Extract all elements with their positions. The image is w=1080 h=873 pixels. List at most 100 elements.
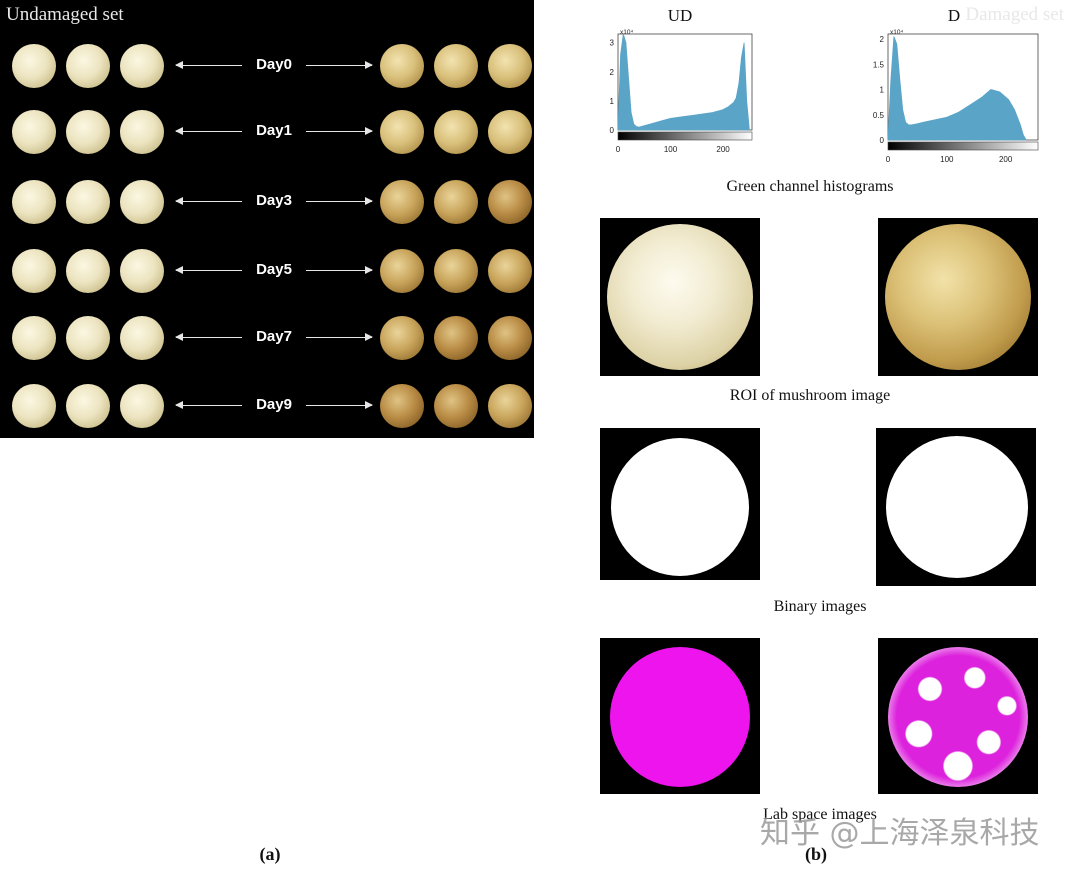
damaged-mushroom <box>434 180 478 224</box>
undamaged-mushroom <box>66 180 110 224</box>
damaged-mushroom <box>380 110 424 154</box>
y-tick-label: 0 <box>610 126 615 135</box>
y-tick-label: 2 <box>880 35 885 44</box>
grayscale-bar <box>887 141 1039 151</box>
left-arrow-icon <box>175 127 242 135</box>
right-arrow-icon <box>306 197 373 205</box>
damaged-mushroom <box>488 110 532 154</box>
y-tick-label: 1.5 <box>873 60 885 69</box>
undamaged-mushroom <box>66 384 110 428</box>
damaged-mushroom <box>380 44 424 88</box>
undamaged-lab-region <box>610 647 750 787</box>
left-arrow-icon <box>175 61 242 69</box>
histogram-d-title: D <box>947 6 961 25</box>
day-row: Day1 <box>0 102 534 162</box>
day-row: Day9 <box>0 376 534 436</box>
day-label: Day5 <box>256 261 292 278</box>
undamaged-mushroom <box>120 316 164 360</box>
undamaged-mushroom <box>120 110 164 154</box>
x-tick-label: 0 <box>616 145 621 154</box>
y-tick-label: 0 <box>880 136 885 145</box>
damaged-mushroom <box>380 316 424 360</box>
lab-undamaged-image <box>600 638 760 794</box>
y-exponent-label: x10⁴ <box>890 29 903 36</box>
histograms-caption: Green channel histograms <box>726 178 894 195</box>
y-tick-label: 1 <box>880 86 885 95</box>
undamaged-set-header: Undamaged set <box>6 4 124 25</box>
undamaged-mushroom <box>12 44 56 88</box>
undamaged-mushroom <box>12 316 56 360</box>
damaged-mushroom <box>380 249 424 293</box>
damaged-mushroom <box>488 44 532 88</box>
histogram-ud-title: UD <box>667 6 693 25</box>
day-label: Day0 <box>256 56 292 73</box>
x-tick-label: 100 <box>940 155 954 164</box>
left-arrow-icon <box>175 401 242 409</box>
damaged-mushroom-roi <box>885 224 1031 370</box>
day-label: Day9 <box>256 396 292 413</box>
day-row: Day0 <box>0 36 534 96</box>
panel-b-caption: (b) <box>805 844 827 864</box>
damaged-mushroom <box>434 384 478 428</box>
damaged-mushroom <box>434 110 478 154</box>
damaged-mushroom <box>380 384 424 428</box>
undamaged-mushroom <box>12 249 56 293</box>
y-exponent-label: x10⁴ <box>620 29 633 36</box>
damaged-mushroom <box>488 384 532 428</box>
roi-undamaged-image <box>600 218 760 376</box>
undamaged-mushroom <box>12 180 56 224</box>
y-tick-label: 1 <box>610 97 615 106</box>
x-tick-label: 100 <box>664 145 678 154</box>
undamaged-mushroom <box>12 384 56 428</box>
undamaged-mushroom <box>120 180 164 224</box>
roi-damaged-image <box>878 218 1038 376</box>
binary-damaged-image <box>876 428 1036 586</box>
damaged-mushroom <box>434 249 478 293</box>
grayscale-bar <box>617 131 753 141</box>
binary-caption: Binary images <box>773 598 867 615</box>
right-arrow-icon <box>306 127 373 135</box>
day-row: Day7 <box>0 308 534 368</box>
right-arrow-icon <box>306 333 373 341</box>
binary-undamaged-image <box>600 428 760 580</box>
lab-caption: Lab space images <box>763 806 877 823</box>
day-row: Day5 <box>0 241 534 301</box>
y-tick-label: 3 <box>610 39 615 48</box>
undamaged-mushroom-roi <box>607 224 753 370</box>
damaged-mushroom <box>380 180 424 224</box>
histogram-area <box>617 33 750 131</box>
damaged-mushroom <box>488 249 532 293</box>
undamaged-mushroom <box>120 249 164 293</box>
histogram-ud-chart: 0 100 200 0 1 2 3 x10⁴ <box>610 29 753 154</box>
left-arrow-icon <box>175 197 242 205</box>
left-arrow-icon <box>175 266 242 274</box>
x-tick-label: 200 <box>716 145 730 154</box>
undamaged-mushroom <box>66 249 110 293</box>
y-tick-label: 0.5 <box>873 111 885 120</box>
x-tick-label: 200 <box>999 155 1013 164</box>
mushroom-timeseries-figure: Undamaged set Damaged set Day0 Day1 Day3 Da… <box>0 0 1064 438</box>
damaged-mushroom <box>488 180 532 224</box>
damaged-set-header: Damaged set <box>965 4 1064 25</box>
histogram-d-chart: 0 100 200 0 0.5 1 1.5 2 x10⁴ <box>873 29 1039 164</box>
undamaged-binary-mask <box>611 438 749 576</box>
undamaged-mushroom <box>120 384 164 428</box>
panel-a-caption: (a) <box>259 844 281 864</box>
damaged-lab-region <box>888 647 1028 787</box>
undamaged-mushroom <box>66 110 110 154</box>
damaged-mushroom <box>488 316 532 360</box>
roi-caption: ROI of mushroom image <box>729 387 891 404</box>
day-label: Day1 <box>256 122 292 139</box>
undamaged-mushroom <box>120 44 164 88</box>
day-row: Day3 <box>0 172 534 232</box>
right-arrow-icon <box>306 401 373 409</box>
damaged-mushroom <box>434 316 478 360</box>
histogram-area <box>887 36 1027 141</box>
damaged-binary-mask <box>886 436 1028 578</box>
day-label: Day3 <box>256 192 292 209</box>
damaged-mushroom <box>434 44 478 88</box>
undamaged-mushroom <box>66 316 110 360</box>
right-arrow-icon <box>306 61 373 69</box>
lab-damaged-image <box>878 638 1038 794</box>
left-arrow-icon <box>175 333 242 341</box>
